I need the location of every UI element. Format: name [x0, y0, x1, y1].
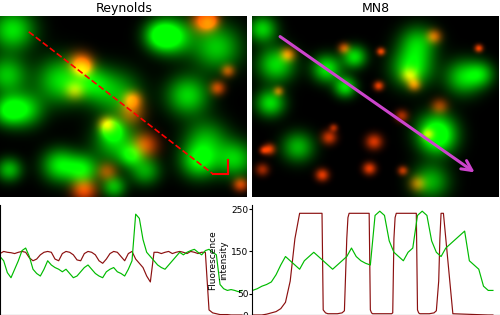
Title: MN8: MN8 — [362, 2, 390, 14]
Title: Reynolds: Reynolds — [96, 2, 152, 14]
Y-axis label: Fluorescence
intensity: Fluorescence intensity — [208, 230, 229, 290]
